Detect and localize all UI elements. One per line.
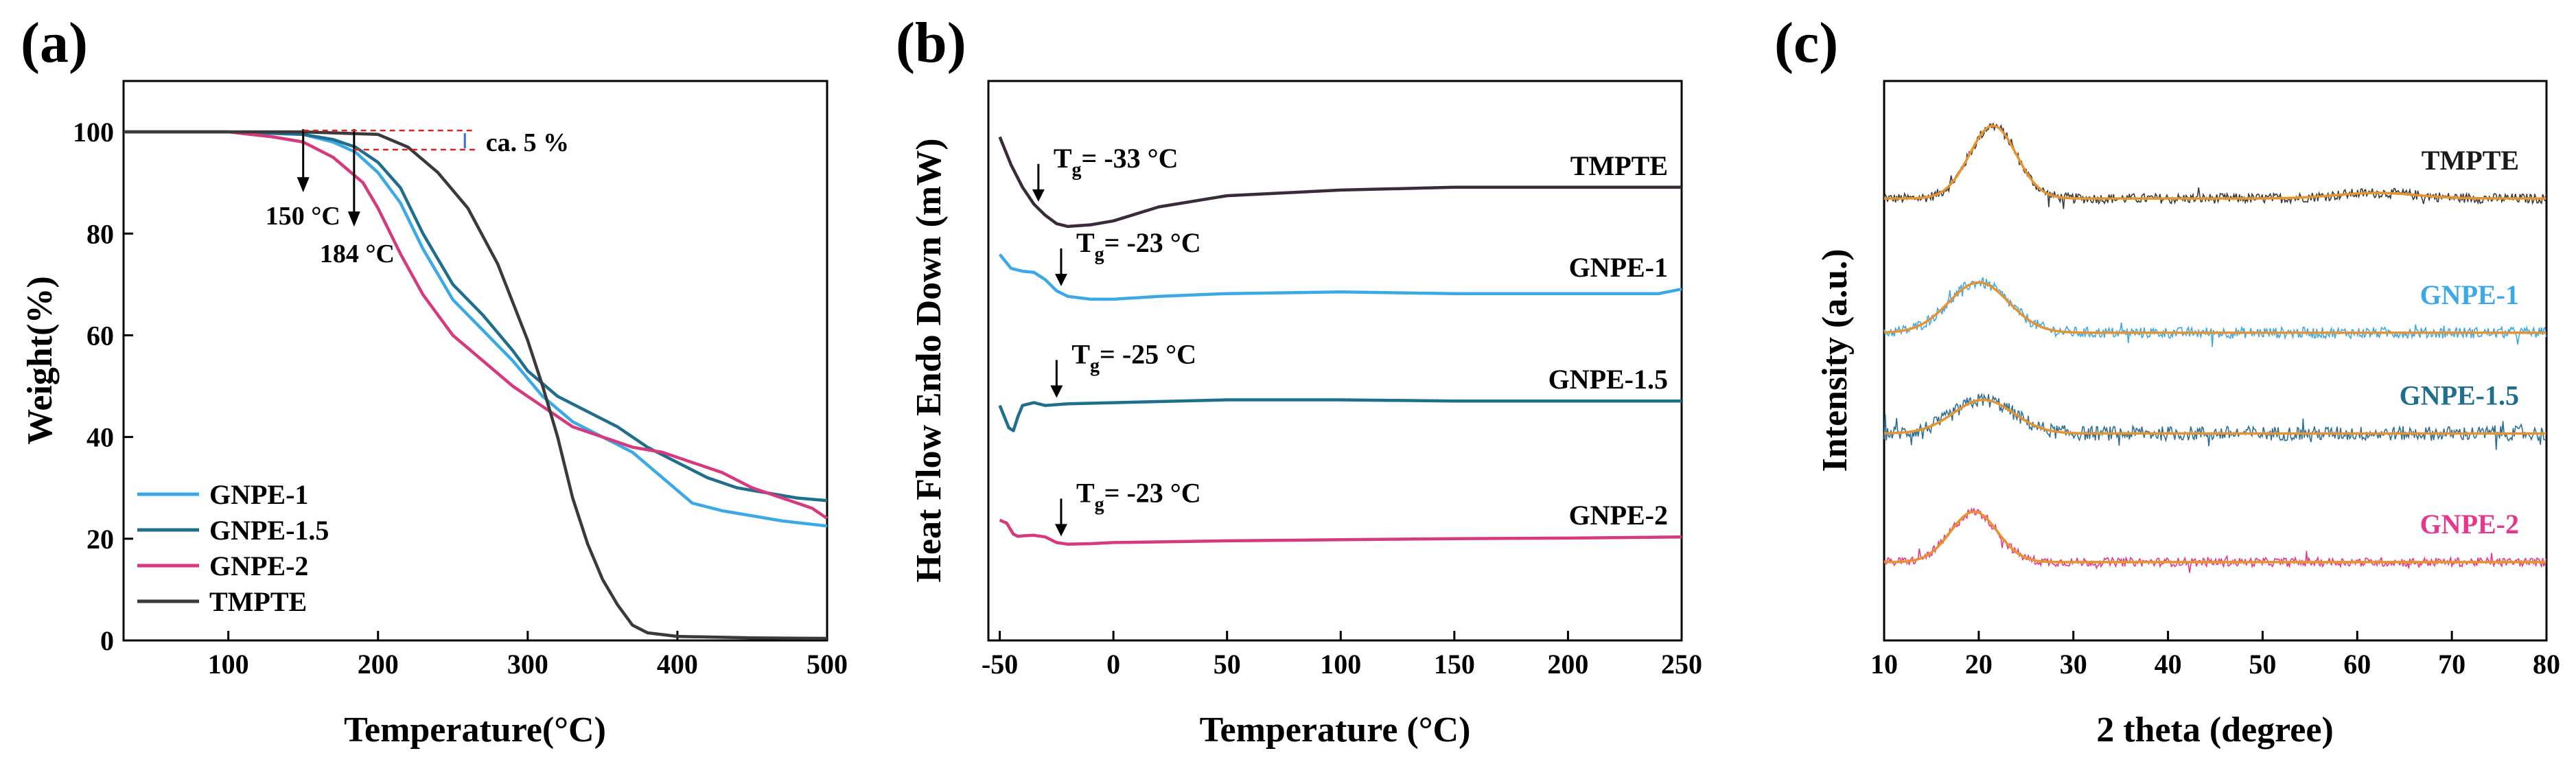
c-xtick-label: 30 bbox=[2060, 649, 2087, 680]
series-group-a bbox=[124, 130, 828, 640]
x-axis-title-c: 2 theta (degree) bbox=[2096, 710, 2334, 750]
a-ytick-label: 80 bbox=[86, 218, 114, 249]
b-xtick-label: 50 bbox=[1214, 649, 1241, 680]
series-labels-b: TMPTE GNPE-1 GNPE-1.5 GNPE-2 bbox=[1548, 150, 1668, 531]
c-xtick-label: 60 bbox=[2343, 649, 2371, 680]
panel-a: (a) 100 200 300 400 500 0 20 40 60 80 100 150 °C 1… bbox=[21, 11, 848, 750]
plot-frame-c bbox=[1883, 80, 2548, 642]
a-ytick-label: 100 bbox=[73, 117, 114, 148]
tg-label-gnpe-1-5: Tg= -25 °C bbox=[1071, 338, 1196, 376]
legend-a: GNPE-1 GNPE-1.5 GNPE-2 TMPTE bbox=[137, 479, 329, 617]
a-ytick-label: 0 bbox=[100, 625, 114, 656]
c-xtick-label: 20 bbox=[1965, 649, 1993, 680]
b-xtick-label: 250 bbox=[1661, 649, 1702, 680]
tg-label-gnpe-1: Tg= -23 °C bbox=[1076, 227, 1201, 265]
series-line-tmpte bbox=[124, 130, 828, 640]
series-line-tmpte bbox=[998, 136, 1682, 229]
tg-arrowhead-gnpe-1 bbox=[1054, 273, 1067, 286]
tg-annotations-b: Tg= -33 °C Tg= -23 °C Tg= -25 °C Tg= -23… bbox=[1032, 143, 1201, 537]
a-ytick-label: 40 bbox=[86, 422, 114, 453]
series-raw-tmpte bbox=[1883, 123, 2547, 209]
panel-b-letter: (b) bbox=[896, 11, 966, 75]
legend-label-gnpe-2: GNPE-2 bbox=[209, 551, 308, 581]
x-axis-title-b: Temperature (°C) bbox=[1200, 710, 1471, 750]
axis-ticks-b: -50 0 50 100 150 200 250 bbox=[982, 631, 1702, 680]
series-label-gnpe-2: GNPE-2 bbox=[1569, 500, 1668, 531]
series-line-gnpe-1 bbox=[124, 130, 828, 528]
annotations-a: 150 °C 184 °C ca. 5 % bbox=[266, 128, 569, 268]
series-fit-tmpte bbox=[1884, 124, 2546, 200]
legend-label-tmpte: TMPTE bbox=[209, 586, 307, 617]
a-xtick-label: 400 bbox=[657, 649, 698, 680]
y-axis-title-a: Weight(%) bbox=[21, 276, 60, 445]
a-xtick-label: 200 bbox=[358, 649, 399, 680]
series-label-gnpe-1: GNPE-1 bbox=[1569, 252, 1668, 283]
series-fit-gnpe-1-5 bbox=[1884, 398, 2546, 435]
series-group-c bbox=[1883, 123, 2547, 573]
panel-c: (c) 10 20 30 40 50 60 70 80 TMPTE GNPE-1 GNPE-1… bbox=[1774, 11, 2560, 750]
series-line-gnpe-1-5 bbox=[124, 130, 828, 502]
onset-arrowhead-150 bbox=[297, 177, 310, 193]
b-xtick-label: -50 bbox=[982, 649, 1018, 680]
b-xtick-label: 100 bbox=[1320, 649, 1361, 680]
b-xtick-label: 200 bbox=[1547, 649, 1588, 680]
b-xtick-label: 150 bbox=[1434, 649, 1475, 680]
c-xtick-label: 40 bbox=[2155, 649, 2182, 680]
series-line-gnpe-2 bbox=[124, 130, 828, 520]
y-axis-title-c: Intensity (a.u.) bbox=[1815, 248, 1855, 472]
series-label-gnpe-1-5: GNPE-1.5 bbox=[2400, 380, 2519, 410]
series-label-tmpte: TMPTE bbox=[2422, 145, 2519, 176]
c-xtick-label: 80 bbox=[2533, 649, 2560, 680]
y-axis-title-b: Heat Flow Endo Down (mW) bbox=[909, 138, 949, 582]
series-line-gnpe-2 bbox=[999, 518, 1682, 546]
a-ytick-label: 20 bbox=[86, 524, 114, 555]
series-labels-c: TMPTE GNPE-1 GNPE-1.5 GNPE-2 bbox=[2400, 145, 2519, 540]
c-xtick-label: 70 bbox=[2438, 649, 2465, 680]
series-label-tmpte: TMPTE bbox=[1570, 150, 1668, 181]
panel-a-letter: (a) bbox=[21, 11, 88, 75]
series-raw-gnpe-1-5 bbox=[1883, 393, 2546, 450]
series-line-gnpe-1 bbox=[998, 253, 1682, 301]
weight-loss-label: ca. 5 % bbox=[486, 128, 569, 157]
c-xtick-label: 10 bbox=[1870, 649, 1898, 680]
panel-c-letter: (c) bbox=[1774, 11, 1838, 75]
tg-arrowhead-gnpe-1-5 bbox=[1050, 385, 1063, 398]
series-line-gnpe-1-5 bbox=[998, 398, 1682, 432]
tg-arrowhead-tmpte bbox=[1032, 189, 1045, 202]
plot-frame-a bbox=[122, 80, 828, 642]
series-group-b bbox=[998, 136, 1682, 546]
series-label-gnpe-1-5: GNPE-1.5 bbox=[1548, 364, 1668, 395]
legend-label-gnpe-1: GNPE-1 bbox=[209, 479, 308, 510]
tg-label-gnpe-2: Tg= -23 °C bbox=[1076, 477, 1201, 515]
legend-label-gnpe-1-5: GNPE-1.5 bbox=[209, 515, 329, 546]
a-xtick-label: 500 bbox=[807, 649, 848, 680]
onset-label-150: 150 °C bbox=[266, 202, 340, 231]
x-axis-title-a: Temperature(°C) bbox=[344, 710, 606, 750]
onset-arrowhead-184 bbox=[347, 211, 360, 227]
a-xtick-label: 300 bbox=[507, 649, 548, 680]
series-label-gnpe-2: GNPE-2 bbox=[2420, 509, 2519, 540]
axis-ticks-c: 10 20 30 40 50 60 70 80 bbox=[1870, 631, 2560, 680]
series-fit-gnpe-1 bbox=[1884, 281, 2546, 334]
c-xtick-label: 50 bbox=[2249, 649, 2276, 680]
b-xtick-label: 0 bbox=[1106, 649, 1120, 680]
panel-b: (b) -50 0 50 100 150 200 250 TMPTE GNPE-1 GNPE… bbox=[896, 11, 1702, 750]
onset-label-184: 184 °C bbox=[320, 240, 395, 268]
axis-ticks-a: 100 200 300 400 500 0 20 40 60 80 100 bbox=[73, 117, 848, 680]
series-label-gnpe-1: GNPE-1 bbox=[2420, 279, 2519, 310]
plot-frame-b bbox=[987, 80, 1683, 642]
a-xtick-label: 100 bbox=[208, 649, 249, 680]
tg-label-tmpte: Tg= -33 °C bbox=[1054, 143, 1179, 181]
tg-arrowhead-gnpe-2 bbox=[1054, 524, 1067, 537]
a-ytick-label: 60 bbox=[86, 320, 114, 351]
series-fit-gnpe-2 bbox=[1883, 510, 2546, 564]
